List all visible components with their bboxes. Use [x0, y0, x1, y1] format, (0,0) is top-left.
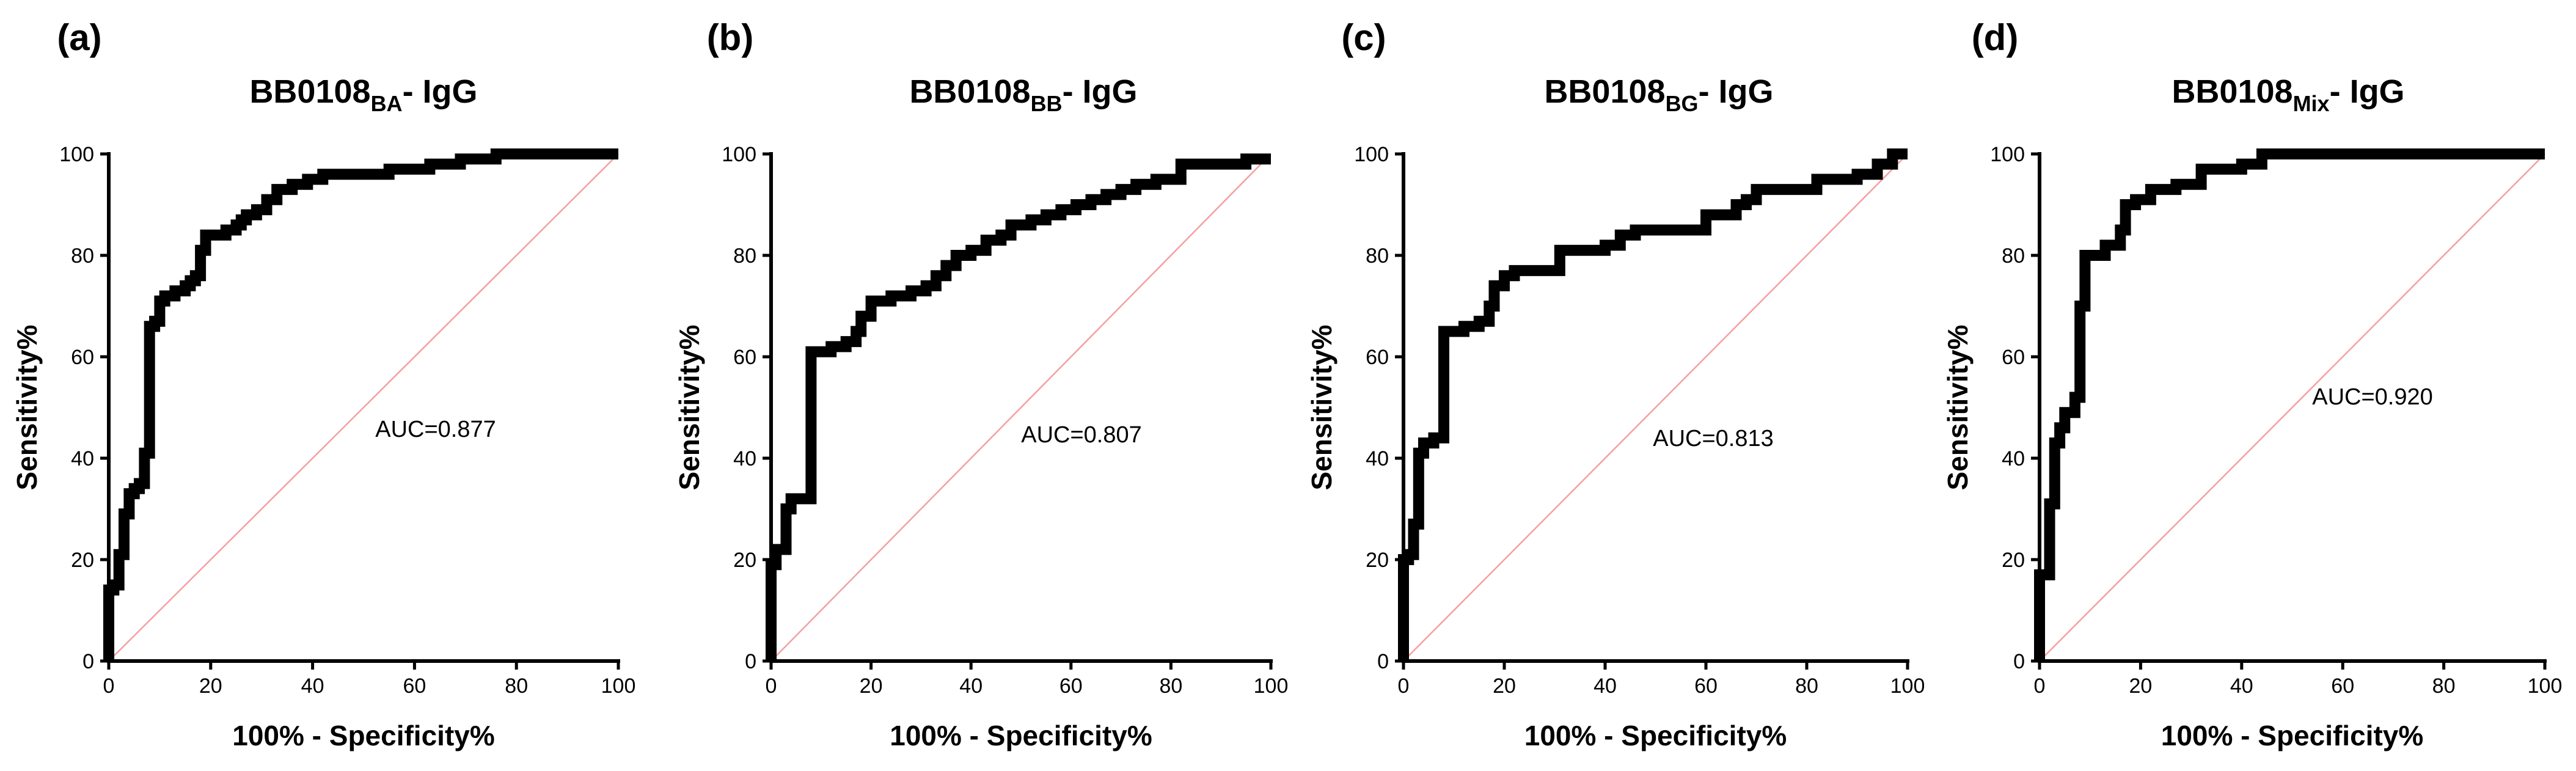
panel-label: (d) — [1972, 17, 2019, 58]
y-tick-label: 80 — [733, 244, 756, 268]
auc-annotation: AUC=0.807 — [1021, 422, 1142, 448]
y-tick-label: 100 — [1354, 143, 1389, 166]
y-axis-title: Sensitivity% — [673, 325, 705, 491]
x-axis-title: 100% - Specificity% — [1524, 720, 1787, 751]
x-axis-title: 100% - Specificity% — [232, 720, 495, 751]
chart-title: BB0108BA- IgG — [249, 73, 477, 116]
y-tick-label: 20 — [1366, 549, 1389, 572]
auc-annotation: AUC=0.877 — [375, 417, 496, 442]
x-tick-label: 60 — [1059, 674, 1083, 698]
reference-diagonal-line — [108, 153, 619, 662]
y-tick-label: 20 — [733, 549, 756, 572]
y-tick-label: 0 — [2013, 650, 2025, 673]
x-tick-label: 80 — [505, 674, 528, 698]
auc-annotation: AUC=0.813 — [1653, 426, 1774, 451]
x-tick-label: 40 — [959, 674, 982, 698]
x-tick-label: 100 — [1890, 674, 1925, 698]
x-tick-label: 60 — [1694, 674, 1718, 698]
x-tick-label: 80 — [2432, 674, 2456, 698]
y-tick-label: 60 — [733, 346, 756, 369]
x-tick-label: 0 — [1398, 674, 1410, 698]
panel-label: (b) — [707, 17, 754, 58]
y-tick-label: 100 — [1990, 143, 2025, 166]
x-tick-label: 100 — [2528, 674, 2563, 698]
roc-curve-line — [766, 153, 1271, 661]
y-tick-label: 0 — [82, 650, 94, 673]
y-tick-label: 40 — [2002, 447, 2025, 470]
y-tick-label: 60 — [2002, 346, 2025, 369]
y-axis-title: Sensitivity% — [1942, 325, 1974, 491]
panel-label: (a) — [57, 17, 101, 58]
y-tick-label: 100 — [722, 143, 756, 166]
x-tick-label: 0 — [766, 674, 777, 698]
x-axis-title: 100% - Specificity% — [890, 720, 1152, 751]
x-tick-label: 80 — [1795, 674, 1818, 698]
x-tick-label: 60 — [2331, 674, 2354, 698]
roc-panel: (b) BB0108BB- IgG 0 20 40 60 80 100 0 20 40 60 80 100… — [673, 17, 1288, 751]
y-tick-label: 40 — [1366, 447, 1389, 470]
y-tick-label: 100 — [59, 143, 94, 166]
y-axis-title: Sensitivity% — [11, 325, 43, 491]
reference-diagonal-line — [1403, 153, 1908, 662]
x-tick-label: 0 — [2034, 674, 2046, 698]
y-tick-label: 0 — [1377, 650, 1389, 673]
roc-panel: (d) BB0108Mix- IgG 0 20 40 60 80 100 0 20 40 60 80 10… — [1942, 17, 2562, 751]
y-tick-label: 80 — [71, 244, 94, 268]
y-tick-label: 40 — [71, 447, 94, 470]
y-tick-label: 60 — [1366, 346, 1389, 369]
x-tick-label: 40 — [301, 674, 324, 698]
x-tick-label: 20 — [2129, 674, 2152, 698]
x-axis-title: 100% - Specificity% — [2161, 720, 2424, 751]
reference-diagonal-line — [770, 153, 1272, 662]
y-tick-label: 40 — [733, 447, 756, 470]
roc-panel: (c) BB0108BG- IgG 0 20 40 60 80 100 0 20 40 60 80 100… — [1306, 17, 1925, 751]
reference-diagonal-line — [2039, 153, 2545, 662]
x-tick-label: 20 — [199, 674, 222, 698]
x-tick-label: 40 — [2230, 674, 2253, 698]
y-tick-label: 80 — [1366, 244, 1389, 268]
chart-title: BB0108Mix- IgG — [2172, 73, 2404, 116]
x-tick-label: 20 — [860, 674, 883, 698]
chart-title: BB0108BB- IgG — [909, 73, 1137, 116]
x-tick-label: 100 — [1254, 674, 1289, 698]
x-tick-label: 20 — [1493, 674, 1516, 698]
roc-curve-line — [103, 148, 618, 661]
x-tick-label: 60 — [403, 674, 426, 698]
y-tick-label: 20 — [2002, 549, 2025, 572]
y-tick-label: 20 — [71, 549, 94, 572]
roc-panel: (a) BB0108BA- IgG 0 20 40 60 80 100 0 20 40 60 80 100… — [11, 17, 635, 751]
x-tick-label: 100 — [601, 674, 636, 698]
panel-label: (c) — [1341, 17, 1386, 58]
x-tick-label: 40 — [1594, 674, 1617, 698]
y-axis-title: Sensitivity% — [1306, 325, 1337, 491]
y-tick-label: 0 — [745, 650, 756, 673]
x-tick-label: 80 — [1159, 674, 1182, 698]
roc-curve-line — [2034, 148, 2545, 661]
x-tick-label: 0 — [103, 674, 115, 698]
roc-curve-line — [1398, 148, 1908, 661]
chart-title: BB0108BG- IgG — [1544, 73, 1773, 116]
y-tick-label: 60 — [71, 346, 94, 369]
auc-annotation: AUC=0.920 — [2312, 384, 2433, 410]
y-tick-label: 80 — [2002, 244, 2025, 268]
